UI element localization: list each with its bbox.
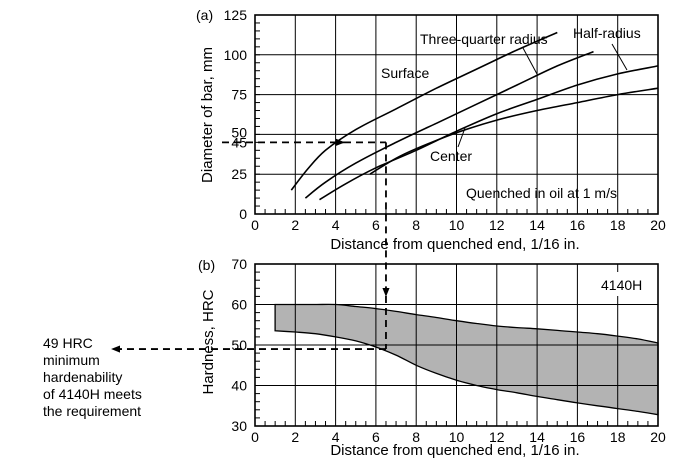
- series-label-surface: Surface: [381, 65, 429, 81]
- panel-a-x-tick-labels: 0 2 4 6 8 10 12 14 16 18 20: [251, 217, 666, 233]
- x-tick-label: 6: [372, 429, 380, 445]
- panel-b-y-tick-labels: 30 40 50 60 70: [231, 256, 247, 434]
- x-tick-label: 0: [251, 429, 259, 445]
- x-tick-label: 0: [251, 217, 259, 233]
- panel-b: 0 2 4 6 8 10 12 14 16 18 20 30 40 50 60 70 (b) 4140H D…: [198, 256, 666, 459]
- conclusion-line-1: 49 HRC: [43, 335, 93, 351]
- x-tick-label: 8: [412, 217, 420, 233]
- x-tick-label: 2: [291, 429, 299, 445]
- y-tick-label: 100: [224, 47, 248, 63]
- panel-b-x-axis-label: Distance from quenched end, 1/16 in.: [330, 442, 579, 459]
- series-line-surface: [290, 31, 558, 191]
- series-line-half-radius: [319, 65, 659, 201]
- x-tick-label: 2: [291, 217, 299, 233]
- y-tick-label: 60: [231, 297, 247, 313]
- x-tick-label: 20: [650, 217, 666, 233]
- panel-a-minor-ticks: [255, 14, 649, 215]
- x-tick-label: 20: [650, 429, 666, 445]
- leader-half-radius: [611, 43, 628, 71]
- leader-three-quarter: [522, 47, 538, 75]
- series-label-half-radius: Half-radius: [573, 25, 641, 41]
- panel-b-x-tick-labels: 0 2 4 6 8 10 12 14 16 18 20: [251, 429, 666, 445]
- y-tick-label: 75: [231, 87, 247, 103]
- panel-a-frame: [254, 14, 659, 215]
- steel-grade-label: 4140H: [601, 277, 642, 293]
- y-tick-label: 30: [231, 418, 247, 434]
- x-tick-label: 16: [570, 429, 586, 445]
- conclusion-line-5: the requirement: [43, 403, 142, 419]
- y-tick-label: 70: [231, 256, 247, 272]
- x-tick-label: 12: [489, 429, 505, 445]
- series-line-center: [369, 87, 659, 175]
- panel-b-y-axis-label: Hardness, HRC: [200, 289, 217, 394]
- x-tick-label: 4: [332, 217, 340, 233]
- y-tick-label: 125: [224, 7, 248, 23]
- series-label-center: Center: [430, 148, 472, 164]
- panel-a-y-axis-label: Diameter of bar, mm: [199, 47, 216, 183]
- panel-a-label: (a): [196, 7, 213, 23]
- panel-a-annotation: Quenched in oil at 1 m/s: [466, 185, 617, 201]
- series-label-three-quarter-radius: Three-quarter radius: [420, 31, 548, 47]
- steel-grade-label-box: [594, 272, 656, 296]
- panel-b-minor-ticks: [255, 263, 649, 427]
- conclusion-line-4: of 4140H meets: [43, 386, 142, 402]
- reading-construction: [111, 138, 390, 353]
- conclusion-note: 49 HRC minimum hardenability of 4140H me…: [43, 335, 142, 420]
- y-tick-label: 50: [231, 124, 247, 140]
- panel-b-frame: [254, 263, 659, 427]
- x-tick-label: 10: [449, 429, 465, 445]
- x-tick-label: 6: [372, 217, 380, 233]
- x-tick-label: 8: [412, 429, 420, 445]
- conclusion-line-2: minimum: [43, 352, 100, 368]
- x-tick-label: 16: [570, 217, 586, 233]
- x-tick-label: 14: [529, 429, 545, 445]
- x-tick-label: 12: [489, 217, 505, 233]
- y-tick-label: 50: [231, 337, 247, 353]
- panel-a-series-lines: [290, 31, 659, 201]
- y-tick-label: 25: [231, 166, 247, 182]
- series-line-three-quarter-radius: [304, 50, 594, 199]
- x-tick-label: 10: [449, 217, 465, 233]
- y-tick-label: 40: [231, 378, 247, 394]
- panel-a-x-axis-label: Distance from quenched end, 1/16 in.: [330, 236, 579, 253]
- series-label-leaders: [457, 43, 628, 148]
- x-tick-label: 18: [610, 429, 626, 445]
- hardenability-band: [274, 303, 659, 416]
- x-tick-label: 18: [610, 217, 626, 233]
- leader-center: [457, 127, 466, 148]
- conclusion-line-3: hardenability: [43, 369, 123, 385]
- y-tick-label: 0: [239, 206, 247, 222]
- x-tick-label: 14: [529, 217, 545, 233]
- panel-b-label: (b): [198, 257, 215, 273]
- x-tick-label: 4: [332, 429, 340, 445]
